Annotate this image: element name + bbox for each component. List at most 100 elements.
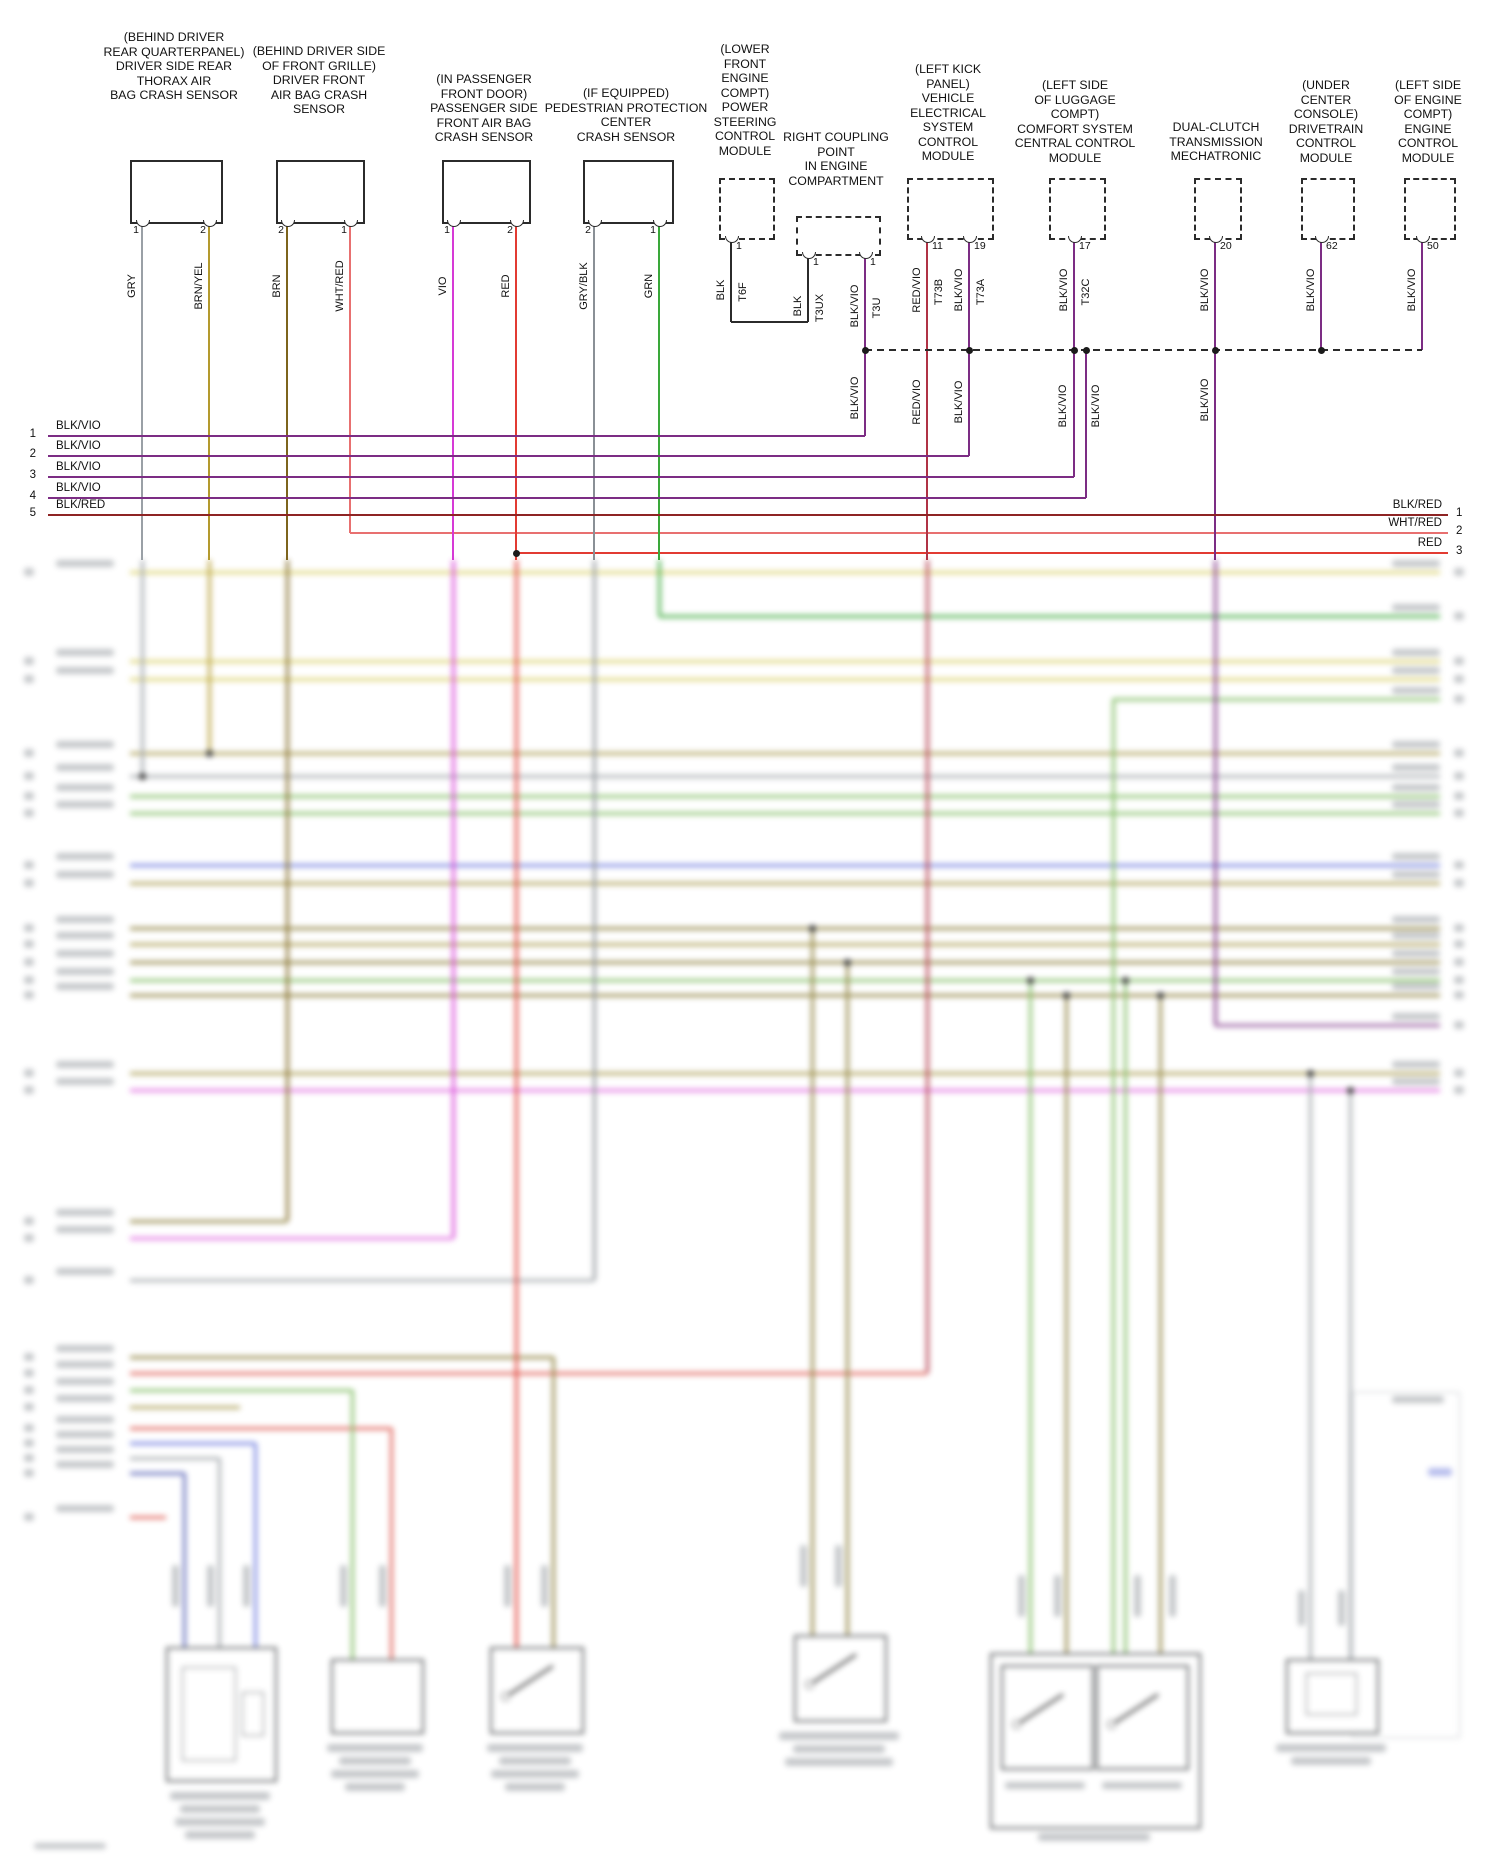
wire-blu xyxy=(130,1441,255,1445)
junction-dot xyxy=(965,346,973,354)
blurred-text xyxy=(1454,1086,1464,1094)
wire-color-label: BLK/VIO xyxy=(849,284,861,328)
blurred-text xyxy=(56,1395,114,1402)
wire-vio xyxy=(452,220,454,560)
junction-dot xyxy=(1306,1069,1314,1077)
pin-number: 50 xyxy=(1427,240,1439,252)
wire-color-label: BLK/VIO xyxy=(1199,378,1211,422)
wire-blu xyxy=(130,863,1440,867)
blurred-text xyxy=(1454,1069,1464,1077)
component-box xyxy=(1286,1659,1379,1734)
wire-color-label: BLK/VIO xyxy=(953,268,965,312)
pedestrian-protection-center-crash-sensor-label: (IF EQUIPPED) PEDESTRIAN PROTECTION CENT… xyxy=(544,86,708,144)
wire-grn2 xyxy=(130,794,1440,798)
wire-blk_vio xyxy=(968,236,970,456)
blurred-text xyxy=(1169,1575,1176,1617)
wire-yel xyxy=(130,570,1440,574)
wire-color-label: RED xyxy=(500,274,512,298)
blurred-text xyxy=(56,1078,114,1085)
pin-number: 1 xyxy=(813,256,819,268)
blurred-text xyxy=(1392,764,1440,771)
wire-gryb xyxy=(1348,1090,1352,1659)
blurred-text xyxy=(1454,976,1464,984)
blurred-text xyxy=(1392,1396,1444,1403)
pin-number: 2 xyxy=(278,224,284,236)
vehicle-electrical-system-control-module-label: (LEFT KICK PANEL) VEHICLE ELECTRICAL SYS… xyxy=(910,62,986,163)
wire-color-label: T73A xyxy=(975,278,987,306)
blurred-text xyxy=(24,1386,34,1394)
wire-color-label: BLK/VIO xyxy=(1406,268,1418,312)
component-box xyxy=(490,1647,584,1734)
wire-color-label: RED/VIO xyxy=(911,379,923,425)
blurred-text xyxy=(504,1565,511,1607)
wire-gryb xyxy=(130,774,1440,778)
wire-blu xyxy=(253,1443,257,1647)
wire-gry xyxy=(141,220,143,560)
wire-color-label: T6F xyxy=(737,282,749,302)
blurred-text xyxy=(1454,772,1464,780)
blurred-text xyxy=(24,991,34,999)
blurred-text xyxy=(1454,924,1464,932)
bus-label-left: BLK/VIO xyxy=(56,420,101,432)
blurred-text xyxy=(1392,667,1440,674)
wire-gryb xyxy=(130,1278,594,1282)
wire-olv xyxy=(130,881,1440,885)
blurred-text xyxy=(24,792,34,800)
blurred-text xyxy=(24,1276,34,1284)
blurred-text xyxy=(56,932,114,939)
pedestrian-protection-center-crash-sensor-box xyxy=(583,160,674,224)
blurred-text xyxy=(1454,657,1464,665)
passenger-side-front-airbag-crash-sensor-box xyxy=(442,160,531,224)
blurred-text xyxy=(1454,991,1464,999)
blurred-text xyxy=(1454,809,1464,817)
blurred-text xyxy=(56,649,114,656)
junction-dot xyxy=(1026,976,1034,984)
junction-dot xyxy=(1082,346,1090,354)
wire-grn xyxy=(658,220,660,560)
wire-olv2 xyxy=(1158,995,1162,1665)
blurred-text xyxy=(24,1513,34,1521)
blurred-text xyxy=(1454,675,1464,683)
wire-grn2 xyxy=(1113,697,1440,701)
wire-redb xyxy=(130,1426,391,1430)
bus-number-left: 3 xyxy=(29,469,36,481)
wire-mag xyxy=(130,1236,453,1240)
right-coupling-point-label: RIGHT COUPLING POINT IN ENGINE COMPARTME… xyxy=(783,130,889,188)
blurred-text xyxy=(24,1439,34,1447)
wire-color-label: GRY xyxy=(126,274,138,298)
wire-gryb xyxy=(130,1456,219,1460)
blurred-text xyxy=(56,1416,114,1423)
blurred-text xyxy=(1392,741,1440,748)
bus-number-right: 1 xyxy=(1456,507,1463,519)
blurred-text xyxy=(24,1069,34,1077)
pin-number: 1 xyxy=(341,224,347,236)
blurred-text xyxy=(1392,968,1440,975)
inner-detail-box xyxy=(242,1692,264,1736)
component-box xyxy=(1096,1665,1189,1770)
blurred-text xyxy=(56,741,114,748)
wire-blk_vio xyxy=(48,435,865,437)
wire-olv2 xyxy=(130,926,1440,930)
blurred-text xyxy=(1102,1782,1182,1789)
blurred-text xyxy=(24,940,34,948)
blurred-text xyxy=(56,801,114,808)
wire-navy xyxy=(130,1471,184,1475)
wire-wht_red xyxy=(350,532,1448,534)
wire-color-label: BLK/VIO xyxy=(1199,268,1211,312)
blurred-text xyxy=(1392,916,1440,923)
wire-olv xyxy=(130,1405,240,1409)
wire-mag xyxy=(130,1088,1440,1092)
blurred-text xyxy=(793,1745,885,1753)
wire-color-label: T3U xyxy=(871,297,883,319)
pin-number: 1 xyxy=(444,224,450,236)
wire-color-label: BLK/VIO xyxy=(1090,384,1102,428)
blurred-text xyxy=(1392,649,1440,656)
blurred-text xyxy=(24,879,34,887)
wire-navy xyxy=(182,1473,186,1647)
blurred-text xyxy=(24,1086,34,1094)
blurred-text xyxy=(1392,687,1440,694)
blurred-text xyxy=(1392,801,1440,808)
wire-blk_vio xyxy=(48,455,969,457)
bus-label-left: BLK/RED xyxy=(56,499,106,511)
blurred-text xyxy=(1392,604,1440,611)
